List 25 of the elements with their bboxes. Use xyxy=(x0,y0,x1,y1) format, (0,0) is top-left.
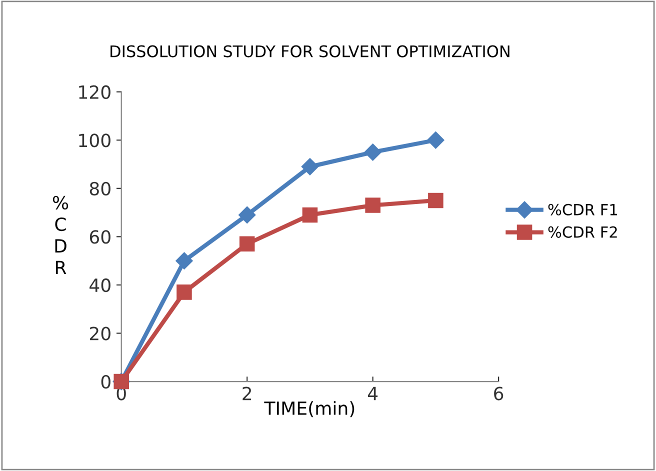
chart-title: DISSOLUTION STUDY FOR SOLVENT OPTIMIZATION xyxy=(110,45,510,58)
point xyxy=(364,144,382,161)
x-axis-title: TIME(min) xyxy=(264,401,354,418)
y-tick-label: 20 xyxy=(90,326,110,340)
y-tick-label: 100 xyxy=(79,134,110,148)
point xyxy=(365,198,380,213)
y-tick-label: 0 xyxy=(101,374,110,389)
x-tick-label: 4 xyxy=(368,386,378,400)
y-tick-label: 120 xyxy=(79,85,110,99)
legend-label: %CDR F2 xyxy=(548,226,617,238)
x-tick-label: 6 xyxy=(494,386,504,400)
y-tick-label: 40 xyxy=(90,278,110,292)
point xyxy=(176,284,192,300)
y-tick-label: 60 xyxy=(90,230,110,244)
point xyxy=(302,207,318,223)
point xyxy=(427,132,444,149)
point xyxy=(238,206,256,224)
legend-label: %CDR F1 xyxy=(548,204,617,216)
point xyxy=(428,192,444,208)
y-axis-title: %CDR xyxy=(52,196,68,274)
y-tick-label: 80 xyxy=(90,182,110,196)
point xyxy=(239,236,255,252)
point xyxy=(301,158,319,176)
x-tick-label: 2 xyxy=(242,386,252,400)
point xyxy=(176,252,193,270)
